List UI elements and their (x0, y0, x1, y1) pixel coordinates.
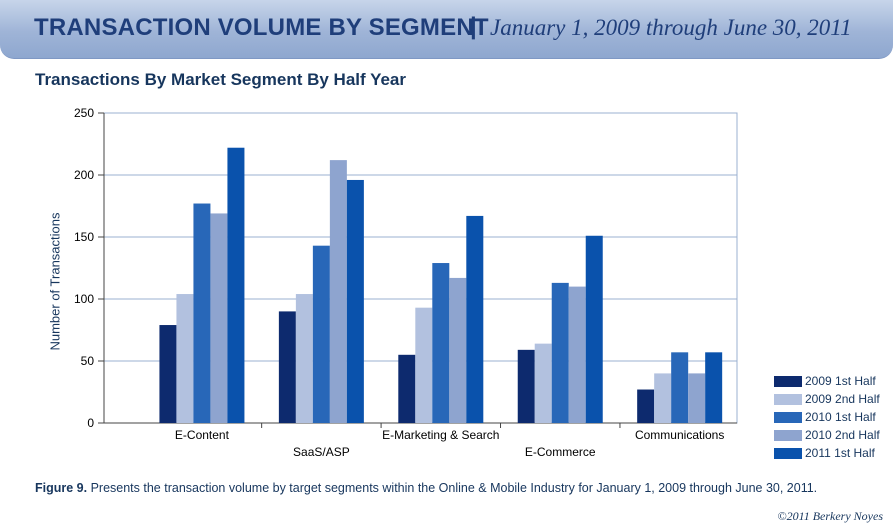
bar (432, 263, 450, 423)
bar-chart: 0 50 100 150 200 250 E-Content SaaS/ASP E-Market… (74, 106, 738, 459)
bar (295, 294, 313, 423)
bar (398, 354, 416, 423)
y-tick-label: 100 (74, 292, 94, 306)
chart-legend: 2009 1st Half 2009 2nd Half 2010 1st Half 2… (774, 373, 894, 463)
legend-item: 2010 1st Half (774, 409, 894, 427)
bar (534, 343, 552, 423)
figure-caption-text: Presents the transaction volume by targe… (90, 481, 818, 495)
bar (193, 203, 211, 423)
x-category-label: E-Commerce (525, 445, 596, 459)
x-category-label: SaaS/ASP (293, 445, 350, 459)
legend-swatch (774, 448, 802, 459)
title-separator: | (470, 13, 477, 40)
bar (654, 373, 672, 423)
page-title: TRANSACTION VOLUME BY SEGMENT (34, 14, 489, 41)
bar (210, 213, 228, 423)
legend-label: 2009 1st Half (805, 374, 876, 388)
y-tick-label: 150 (74, 230, 94, 244)
y-tick-label: 200 (74, 168, 94, 182)
legend-label: 2011 1st Half (805, 446, 875, 460)
bar (176, 294, 194, 423)
legend-label: 2010 1st Half (805, 410, 876, 424)
y-tick-label: 250 (74, 106, 94, 120)
bar (415, 307, 433, 423)
bar (551, 282, 569, 423)
bar (329, 160, 347, 423)
bar (346, 179, 364, 423)
bar (688, 373, 706, 423)
copyright-notice: ©2011 Berkery Noyes (777, 509, 883, 523)
bar (517, 349, 535, 423)
figure-label: Figure 9. (35, 481, 88, 495)
y-tick-label: 50 (81, 354, 95, 368)
figure-caption: Figure 9. Presents the transaction volum… (35, 480, 875, 497)
legend-item: 2010 2nd Half (774, 427, 894, 445)
bar (312, 245, 330, 423)
legend-swatch (774, 394, 802, 405)
bar (568, 286, 586, 423)
legend-swatch (774, 376, 802, 387)
x-category-label: Communications (635, 428, 724, 442)
bar (227, 147, 245, 423)
legend-swatch (774, 412, 802, 423)
legend-label: 2009 2nd Half (805, 392, 880, 406)
date-range-subtitle: January 1, 2009 through June 30, 2011 (490, 15, 852, 40)
chart-title: Transactions By Market Segment By Half Y… (35, 70, 407, 89)
bar (671, 352, 689, 423)
bar (466, 215, 484, 423)
header-banner: TRANSACTION VOLUME BY SEGMENT | January … (0, 0, 893, 59)
bar (159, 325, 177, 423)
bar (449, 277, 467, 423)
bar (278, 311, 296, 423)
bar (637, 389, 655, 423)
legend-item: 2011 1st Half (774, 445, 894, 463)
legend-label: 2010 2nd Half (805, 428, 880, 442)
x-category-label: E-Content (175, 428, 230, 442)
legend-item: 2009 1st Half (774, 373, 894, 391)
y-tick-label: 0 (87, 416, 94, 430)
legend-item: 2009 2nd Half (774, 391, 894, 409)
bar (705, 352, 723, 423)
x-category-label: E-Marketing & Search (382, 428, 499, 442)
legend-swatch (774, 430, 802, 441)
bar (585, 235, 603, 423)
